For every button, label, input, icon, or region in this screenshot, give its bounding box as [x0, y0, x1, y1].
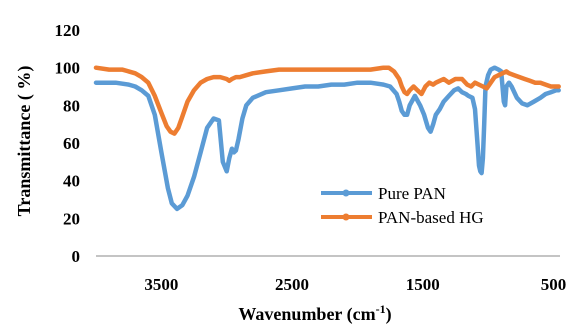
y-axis-title: Transmittance ( %) [14, 66, 35, 217]
x-tick-label: 500 [541, 275, 567, 294]
y-tick-label: 120 [55, 21, 81, 40]
y-tick-label: 0 [72, 247, 81, 266]
x-tick-label: 2500 [275, 275, 309, 294]
legend-marker-pure-pan [342, 189, 350, 197]
x-axis-ticks: 3500 2500 1500 500 [144, 275, 566, 294]
y-tick-label: 40 [63, 172, 80, 191]
x-axis-title-main: Wavenumber (cm [238, 304, 375, 325]
x-tick-label: 1500 [406, 275, 440, 294]
legend-marker-pan-based-hg [342, 213, 350, 221]
y-tick-label: 100 [55, 59, 81, 78]
y-tick-label: 20 [63, 209, 80, 228]
y-axis-ticks: 0 20 40 60 80 100 120 [55, 21, 81, 266]
series-line-pure-pan [93, 65, 561, 212]
legend-item-pan-based-hg: PAN-based HG [321, 208, 484, 227]
x-tick-label: 3500 [144, 275, 178, 294]
series-line-pan-based-hg [93, 65, 561, 136]
y-tick-label: 60 [63, 134, 80, 153]
legend-label-pure-pan: Pure PAN [378, 184, 446, 203]
x-axis-title-superscript: -1 [376, 302, 386, 316]
x-axis-title: Wavenumber (cm-1) [238, 302, 391, 325]
legend: Pure PAN PAN-based HG [321, 184, 484, 227]
x-axis-title-close: ) [386, 304, 392, 325]
plot-area [93, 65, 561, 257]
legend-item-pure-pan: Pure PAN [321, 184, 446, 203]
legend-label-pan-based-hg: PAN-based HG [378, 208, 484, 227]
y-tick-label: 80 [63, 96, 80, 115]
